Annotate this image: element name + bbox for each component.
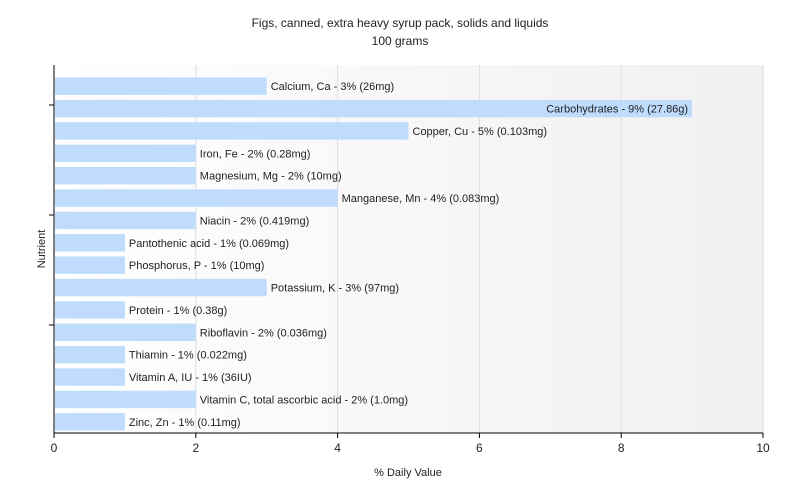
bar-label: Vitamin A, IU - 1% (36IU) [129, 372, 252, 384]
bar-label: Copper, Cu - 5% (0.103mg) [413, 126, 548, 138]
bar-label: Manganese, Mn - 4% (0.083mg) [342, 193, 500, 205]
x-tick-label: 8 [618, 441, 625, 455]
bar [55, 413, 125, 431]
x-tick-label: 0 [51, 441, 58, 455]
x-tick-label: 4 [334, 441, 341, 455]
bar [55, 166, 196, 185]
bar [55, 301, 125, 319]
bar-label: Calcium, Ca - 3% (26mg) [271, 81, 394, 93]
bar [55, 122, 409, 140]
chart-title: Figs, canned, extra heavy syrup pack, so… [252, 16, 549, 30]
bar [55, 234, 125, 252]
axes [49, 65, 764, 438]
x-tick-label: 10 [756, 441, 770, 455]
y-axis-title: Nutrient [36, 230, 48, 269]
bar-label: Niacin - 2% (0.419mg) [200, 215, 309, 227]
chart-subtitle: 100 grams [372, 34, 429, 48]
x-tick-label: 6 [476, 441, 483, 455]
bar-label: Phosphorus, P - 1% (10mg) [129, 260, 265, 272]
bar [55, 278, 267, 297]
bar [55, 144, 196, 163]
bar [55, 256, 125, 274]
x-axis-title: % Daily Value [374, 467, 442, 479]
x-tick-labels: 0 2 4 6 8 10 [51, 441, 770, 455]
bar [55, 99, 693, 118]
bar-label: Thiamin - 1% (0.022mg) [129, 350, 247, 362]
bar [55, 77, 267, 95]
x-tick-label: 2 [192, 441, 199, 455]
bar [55, 189, 338, 207]
bar-label: Carbohydrates - 9% (27.86g) [546, 104, 688, 116]
bar-label: Zinc, Zn - 1% (0.11mg) [129, 417, 241, 429]
bar-label: Magnesium, Mg - 2% (10mg) [200, 171, 342, 183]
bar-label: Riboflavin - 2% (0.036mg) [200, 327, 327, 339]
bar-label: Potassium, K - 3% (97mg) [271, 283, 399, 295]
bar-label: Vitamin C, total ascorbic acid - 2% (1.0… [200, 394, 408, 406]
bar-label: Protein - 1% (0.38g) [129, 305, 227, 317]
bar [55, 323, 196, 342]
bars [55, 77, 693, 431]
bar-label: Pantothenic acid - 1% (0.069mg) [129, 238, 289, 250]
bar [55, 345, 125, 364]
bar-label: Iron, Fe - 2% (0.28mg) [200, 148, 311, 160]
bar-labels: Calcium, Ca - 3% (26mg) Carbohydrates - 9… [129, 81, 688, 429]
bar [55, 211, 196, 230]
bar [55, 390, 196, 409]
bar [55, 368, 125, 386]
